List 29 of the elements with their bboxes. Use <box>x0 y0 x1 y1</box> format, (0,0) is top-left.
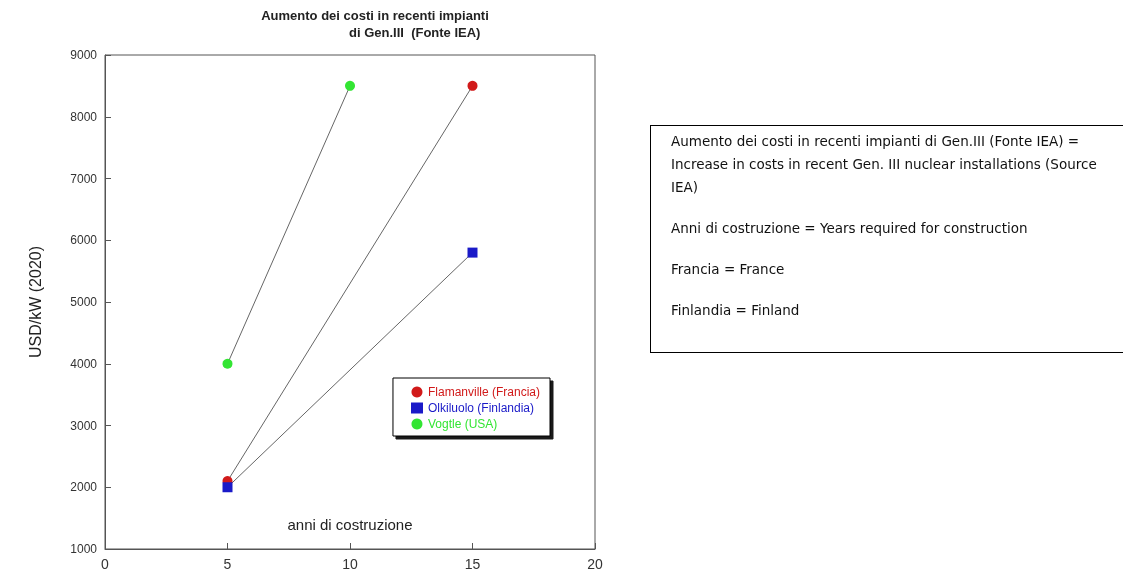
legend-label: Vogtle (USA) <box>427 417 498 431</box>
y-tick-label: 5000 <box>70 295 98 309</box>
point <box>222 358 233 369</box>
x-tick-label: 15 <box>464 556 481 571</box>
point <box>467 247 478 258</box>
y-tick-label: 4000 <box>70 356 98 371</box>
y-tick-label: 3000 <box>70 418 98 433</box>
y-tick-label: 2000 <box>70 480 98 495</box>
point <box>467 80 478 91</box>
y-tick-label: 9000 <box>70 48 98 62</box>
y-axis-title: USD/kW (2020) <box>26 245 44 359</box>
y-tick-label: 7000 <box>70 171 98 186</box>
text: Anni di costruzione = Years required for construction <box>671 219 1029 238</box>
text: Francia = France <box>671 260 786 279</box>
y-tick-label: 6000 <box>70 233 98 248</box>
x-tick-label: 0 <box>101 556 110 571</box>
legend-label: Olkiluolo (Finlandia) <box>427 401 535 415</box>
text: Aumento dei costi in recenti impianti di Gen.III (Fonte IEA) = Increase in costs in recent Gen. III nuclear installations (Source IEA) <box>671 132 1098 197</box>
x-tick-label: 5 <box>223 556 232 571</box>
x-axis-title: anni di costruzione <box>287 516 413 533</box>
x-tick-label: 20 <box>587 556 603 571</box>
x-tick-label: 10 <box>342 556 358 571</box>
point <box>222 482 233 493</box>
point <box>345 80 355 91</box>
y-tick-label: 8000 <box>70 109 98 124</box>
chart-title: Aumento dei costi in recenti impianti di Gen.III (Fonte IEA) <box>261 8 489 40</box>
text: Finlandia = Finland <box>671 301 801 320</box>
legend-label: Flamanville (Francia) <box>427 385 541 399</box>
y-tick-label: 1000 <box>70 542 98 556</box>
